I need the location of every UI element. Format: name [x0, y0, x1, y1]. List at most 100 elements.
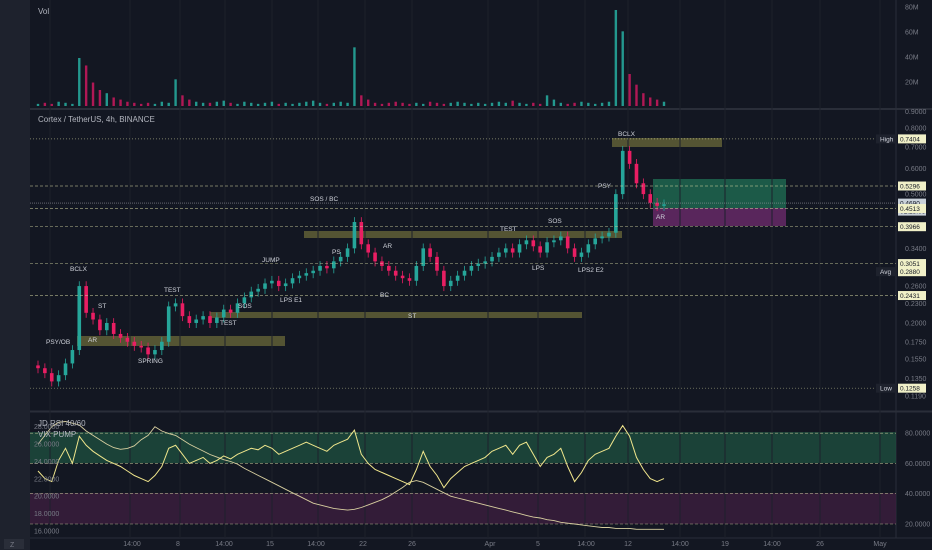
- price-tick: 0.1190: [905, 394, 926, 401]
- price-tag-value: 0.2880: [900, 269, 920, 276]
- vix-tick: 28.0000: [34, 424, 59, 431]
- candle-body: [614, 194, 618, 233]
- volume-bar: [263, 102, 267, 106]
- volume-bar: [243, 101, 246, 106]
- time-label: 26: [816, 541, 824, 548]
- price-tag-box: [898, 267, 926, 277]
- candle-body: [655, 202, 659, 206]
- vix-line: [37, 421, 664, 530]
- time-label: 14:00: [671, 541, 689, 548]
- volume-bar: [305, 101, 308, 106]
- wyckoff-annotation: SOS / BC: [310, 196, 338, 203]
- volume-bar: [181, 95, 184, 106]
- zone-support-mid: [210, 312, 582, 318]
- time-label: 14:00: [215, 541, 233, 548]
- vix-tick: 24.0000: [34, 459, 59, 466]
- time-label: Apr: [485, 541, 497, 548]
- volume-bar: [532, 102, 535, 106]
- price-tick: 0.6000: [905, 166, 927, 173]
- target-zone: [653, 179, 786, 208]
- candle-body: [132, 341, 137, 346]
- volume-bar: [366, 99, 370, 106]
- candle-body: [572, 248, 577, 257]
- zone-high: [612, 138, 722, 147]
- price-tag-box: [898, 291, 926, 301]
- time-label: 14:00: [123, 541, 141, 548]
- candle-body: [77, 286, 82, 351]
- candle-body: [221, 309, 226, 318]
- rsi-tick: 60.0000: [905, 461, 930, 468]
- candle-body: [483, 261, 487, 264]
- wyckoff-annotation: SOS: [238, 303, 252, 310]
- volume-bar: [57, 101, 60, 106]
- price-tag: 0.3051: [898, 259, 926, 269]
- volume-bar: [422, 103, 425, 106]
- candle-body: [414, 265, 419, 281]
- volume-bar: [298, 102, 301, 106]
- candle-body: [228, 309, 233, 313]
- candle-body: [242, 297, 247, 304]
- candle-body: [146, 347, 150, 355]
- volume-bar: [133, 102, 136, 106]
- volume-bar: [490, 102, 494, 106]
- candle-body: [153, 350, 157, 355]
- stop-zone: [653, 208, 786, 226]
- volume-bar: [332, 102, 336, 106]
- candle-body: [387, 265, 391, 271]
- volume-bar: [518, 102, 521, 106]
- wyckoff-annotation: SPRING: [138, 358, 163, 365]
- volume-bar: [587, 102, 590, 106]
- volume-bar: [353, 47, 356, 106]
- price-tag-box: [898, 204, 926, 214]
- candle-body: [593, 238, 598, 245]
- price-tag-label: Low: [880, 386, 892, 393]
- candle-body: [497, 252, 501, 257]
- candle-body: [70, 350, 75, 364]
- volume-bar: [78, 58, 81, 106]
- candle-body: [325, 265, 329, 269]
- volume-bar: [559, 102, 563, 106]
- candle-body: [63, 363, 68, 376]
- volume-bar: [126, 101, 129, 106]
- price-tag-box: [898, 383, 926, 393]
- candle-body: [249, 291, 254, 298]
- volume-bar: [160, 101, 164, 106]
- candle-body: [235, 303, 240, 313]
- candle-body: [332, 261, 336, 269]
- candle-body: [173, 303, 178, 307]
- wyckoff-annotation: LPS: [532, 265, 545, 272]
- volume-tick: 80M: [905, 5, 919, 12]
- candle-body: [607, 232, 611, 237]
- wyckoff-annotation: LPS E1: [280, 297, 302, 304]
- volume-bar: [346, 102, 349, 106]
- volume-bar: [545, 95, 549, 106]
- candle-body: [586, 244, 591, 253]
- volume-bar: [291, 103, 294, 106]
- volume-bar: [208, 102, 212, 106]
- vix-tick: 22.0000: [34, 476, 59, 483]
- candle-body: [36, 365, 40, 369]
- volume-bar: [635, 84, 638, 106]
- candle-body: [270, 280, 274, 284]
- candle-body: [448, 280, 453, 287]
- candle-body: [345, 248, 350, 257]
- volume-bar: [50, 103, 53, 106]
- volume-bar: [621, 31, 624, 106]
- candle-body: [627, 150, 632, 164]
- volume-bar: [497, 101, 501, 106]
- rsi-tick: 80.0000: [905, 431, 930, 438]
- volume-bar: [91, 82, 95, 106]
- rsi-overbought-zone: [30, 432, 896, 463]
- timezone-button[interactable]: [4, 539, 24, 549]
- candle-body: [180, 303, 185, 317]
- volume-bar: [36, 103, 40, 106]
- candle-body: [359, 222, 364, 245]
- volume-bar: [380, 103, 384, 106]
- price-tick: 0.1550: [905, 356, 927, 363]
- volume-bar: [215, 101, 219, 106]
- price-tag-box: [898, 259, 926, 269]
- volume-title: Vol: [38, 7, 49, 16]
- price-tag-label-box: [876, 134, 896, 144]
- volume-bar: [649, 97, 652, 106]
- volume-panel: [30, 0, 896, 108]
